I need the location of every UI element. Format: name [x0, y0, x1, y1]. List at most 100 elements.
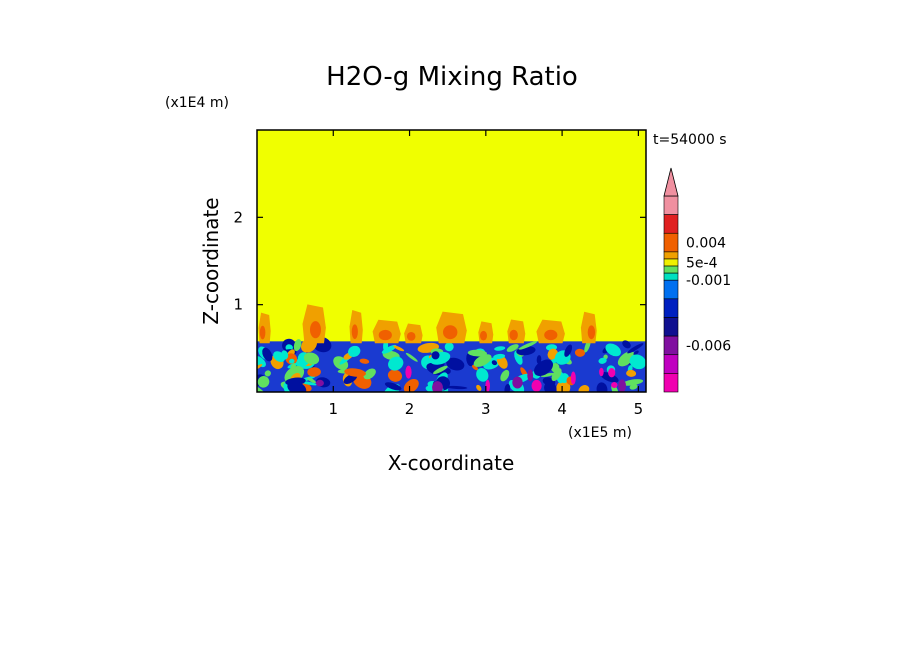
bl-feature [527, 369, 534, 382]
bl-feature [596, 382, 608, 392]
plume-core [480, 330, 487, 341]
bl-feature [262, 347, 273, 362]
x-tick-label: 1 [329, 400, 339, 418]
legend-swatch [663, 335, 679, 356]
bl-feature [570, 371, 576, 385]
bl-feature [617, 351, 635, 367]
bl-feature [564, 344, 573, 357]
bl-feature [433, 365, 448, 375]
bl-feature [536, 355, 542, 365]
bl-feature [434, 362, 445, 369]
bl-feature [344, 368, 366, 377]
bl-feature [622, 340, 631, 349]
bl-feature [540, 372, 555, 377]
plume-core [587, 325, 596, 340]
bl-feature [293, 339, 302, 352]
bl-feature [387, 369, 403, 382]
legend-label: 5e-4 [686, 256, 718, 272]
legend-label: 0.004 [686, 236, 726, 252]
plot-frame [256, 129, 647, 393]
bl-feature [493, 353, 506, 360]
bl-feature [431, 351, 440, 360]
bl-feature [476, 368, 489, 382]
bl-feature [405, 352, 418, 362]
bl-feature [618, 379, 626, 392]
bl-feature [500, 369, 510, 382]
bl-feature [533, 359, 554, 377]
plume-core [544, 329, 558, 341]
bl-feature [257, 385, 265, 392]
bl-feature [359, 358, 370, 364]
bl-feature [598, 357, 607, 364]
bl-feature [281, 350, 289, 360]
legend-swatch [663, 298, 679, 318]
bl-feature [600, 371, 619, 383]
bl-feature [306, 377, 316, 384]
plume-core [259, 325, 266, 340]
bl-feature [608, 368, 616, 378]
bl-feature [444, 342, 454, 352]
bl-feature [348, 345, 361, 357]
legend-swatch [663, 214, 679, 234]
bl-feature [494, 346, 506, 351]
bl-feature [599, 367, 604, 377]
color-legend: 0.004 5e-4-0.001 -0.006 [663, 167, 731, 393]
bl-feature [446, 357, 465, 371]
bl-feature [491, 360, 498, 366]
x-axis-label: X-coordinate [388, 451, 515, 475]
bl-feature [473, 354, 492, 367]
plume-core [351, 324, 358, 340]
legend-swatch [663, 251, 679, 260]
bl-feature [257, 355, 266, 368]
chart-title: H2O-g Mixing Ratio [326, 62, 578, 92]
y-tick-label: 2 [233, 208, 243, 226]
bl-feature [303, 352, 320, 365]
bl-feature [476, 384, 482, 391]
y-axis-label: Z-coordinate [199, 197, 223, 324]
bl-feature [622, 379, 644, 386]
bl-feature [633, 350, 639, 356]
x-tick-label: 5 [634, 400, 644, 418]
bl-feature [611, 382, 618, 388]
bl-feature [578, 385, 590, 392]
plume-core [310, 321, 321, 339]
bl-feature [388, 356, 404, 371]
legend-swatch [663, 265, 679, 274]
bl-feature [403, 379, 419, 392]
bl-feature [574, 348, 586, 357]
bl-feature [381, 344, 397, 354]
x-scale-label: (x1E5 m) [568, 425, 632, 441]
legend-arrow [663, 167, 679, 197]
bl-feature [518, 341, 538, 350]
legend-label: -0.001 [686, 273, 731, 289]
plume-core [378, 329, 392, 341]
bl-feature [467, 349, 487, 357]
bl-feature [626, 369, 637, 377]
bl-feature [485, 379, 491, 392]
bl-feature [307, 367, 321, 377]
bl-feature [444, 368, 451, 375]
bl-feature [405, 365, 412, 379]
plume-core [443, 325, 458, 340]
x-tick-label: 4 [557, 400, 567, 418]
legend-swatch [663, 272, 679, 281]
bl-feature [605, 343, 621, 357]
x-tick-label: 2 [405, 400, 415, 418]
bl-feature [531, 379, 542, 392]
bl-feature [471, 364, 479, 371]
bl-feature [432, 381, 443, 392]
bl-feature [384, 382, 402, 391]
bl-feature [512, 376, 523, 389]
bl-feature [629, 384, 638, 390]
x-axis: 1 2 3 4 5 [329, 130, 644, 418]
bl-feature [363, 368, 376, 380]
time-label: t=54000 s [653, 132, 727, 148]
bl-feature [627, 343, 644, 354]
x-tick-label: 3 [481, 400, 491, 418]
bl-feature [257, 376, 270, 388]
bl-feature [551, 368, 562, 382]
legend-swatch [663, 279, 679, 300]
legend-swatch [663, 373, 679, 393]
bl-feature [506, 344, 519, 352]
